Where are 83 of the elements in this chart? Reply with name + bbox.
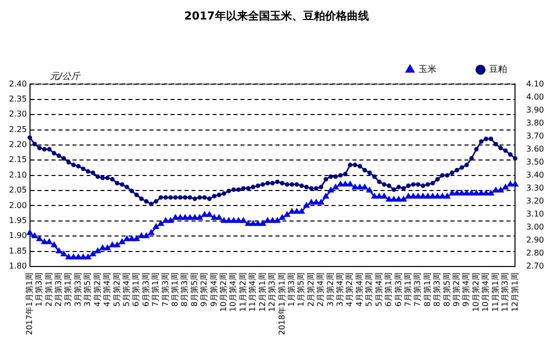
x-tick-label: 10月第4周 xyxy=(481,272,490,312)
x-tick-label: 7月第1周 xyxy=(151,272,160,307)
y2-tick-label: 3.80 xyxy=(526,118,544,128)
x-tick-label: 8月第5周 xyxy=(442,272,452,307)
y-tick-label: 2.05 xyxy=(9,186,27,195)
x-tick-label: 8月第3周 xyxy=(180,272,190,307)
y2-tick-label: 3.20 xyxy=(526,196,544,206)
x-tick-label: 3月第3周 xyxy=(73,272,82,307)
y-tick-label: 2.40 xyxy=(9,79,27,88)
y-tick-label: 2.30 xyxy=(9,110,27,119)
x-tick-label: 11月第2周 xyxy=(238,272,248,312)
x-tick-label: 10月第4周 xyxy=(228,272,238,312)
x-tick-label: 9月第4周 xyxy=(462,272,471,307)
x-tick-label: 5月第2周 xyxy=(112,272,122,307)
y2-tick-label: 3.10 xyxy=(526,209,544,218)
y-tick-label: 1.95 xyxy=(9,216,27,225)
x-tick-label: 6月第1周 xyxy=(384,272,394,307)
x-tick-label: 12月第1周 xyxy=(510,272,520,312)
x-tick-label: 4月第4周 xyxy=(102,272,112,307)
x-tick-label: 7月第3周 xyxy=(413,272,422,307)
y-tick-label: 2.10 xyxy=(9,170,27,180)
x-tick-label: 3月第5周 xyxy=(83,272,92,307)
y2-tick-label: 3.60 xyxy=(526,144,544,154)
y2-tick-label: 3.00 xyxy=(526,222,544,232)
x-tick-label: 5月第4周 xyxy=(374,272,384,307)
x-tick-label: 2月第1周 xyxy=(44,272,54,307)
x-tick-label: 6月第3周 xyxy=(141,272,150,307)
legend-label: 玉米 xyxy=(418,64,436,76)
y2-tick-label: 2.70 xyxy=(526,262,544,271)
x-tick-label: 12月第1周 xyxy=(258,272,267,312)
x-tick-label: 4月第2周 xyxy=(92,272,102,307)
y-tick-label: 2.25 xyxy=(9,124,27,134)
x-tick-label: 8月第3周 xyxy=(432,272,442,307)
y2-tick-label: 2.90 xyxy=(526,236,544,244)
legend-label: 豆粕 xyxy=(489,64,507,76)
y-tick-label: 2.35 xyxy=(9,94,27,104)
x-tick-label: 11月第4周 xyxy=(248,272,258,312)
x-tick-label: 7月第1周 xyxy=(403,272,412,307)
x-tick-label: 8月第1周 xyxy=(422,272,432,307)
y-tick-label: 1.90 xyxy=(9,231,27,240)
x-tick-label: 1月第3周 xyxy=(34,272,44,307)
x-tick-label: 10月第2周 xyxy=(219,272,228,312)
y-axis-title: 元/公斤 xyxy=(50,71,81,82)
y2-tick-label: 3.50 xyxy=(526,157,544,166)
x-tick-label: 2018年1月第1周 xyxy=(277,272,286,336)
y2-tick-label: 3.30 xyxy=(526,183,544,192)
x-tick-label: 3月第2周 xyxy=(326,272,335,307)
y2-tick-label: 3.90 xyxy=(526,105,544,114)
x-tick-label: 4月第4周 xyxy=(354,272,364,307)
x-tick-label: 8月第1周 xyxy=(170,272,180,307)
x-tick-label: 6月第1周 xyxy=(132,272,141,307)
x-tick-label: 2017年1月第1周 xyxy=(24,272,34,336)
x-tick-label: 7月第3周 xyxy=(160,272,170,307)
x-tick-label: 1月第3周 xyxy=(286,272,296,307)
x-tick-label: 10月第2周 xyxy=(471,272,480,312)
y2-tick-label: 3.40 xyxy=(526,170,544,180)
x-tick-label: 3月第4周 xyxy=(336,272,345,307)
y-tick-label: 2.00 xyxy=(9,200,27,210)
x-tick-label: 5月第4周 xyxy=(122,272,131,307)
y-tick-label: 2.15 xyxy=(9,155,27,164)
y-tick-label: 1.80 xyxy=(9,262,27,271)
x-tick-label: 6月第3周 xyxy=(394,272,403,307)
x-tick-label: 9月第2周 xyxy=(452,272,462,307)
x-tick-label: 12月第3周 xyxy=(268,272,277,312)
x-tick-label: 11月第3周 xyxy=(500,272,510,312)
y2-tick-label: 4.10 xyxy=(526,79,544,88)
x-tick-label: 2月第2周 xyxy=(306,272,316,307)
y-tick-label: 2.20 xyxy=(9,140,27,150)
x-tick-label: 9月第2周 xyxy=(200,272,209,307)
y-tick-label: 1.85 xyxy=(9,246,27,256)
y2-tick-label: 3.70 xyxy=(526,131,544,140)
chart-title: 2017年以来全国玉米、豆粕价格曲线 xyxy=(184,9,369,22)
x-tick-label: 9月第4周 xyxy=(209,272,218,307)
x-tick-label: 2月第4周 xyxy=(316,272,326,307)
x-tick-label: 1月第5周 xyxy=(296,272,306,307)
x-tick-label: 11月第1周 xyxy=(490,272,500,312)
x-tick-label: 5月第2周 xyxy=(364,272,374,307)
x-tick-label: 8月第5周 xyxy=(190,272,199,307)
x-tick-label: 4月第2周 xyxy=(345,272,354,307)
x-tick-label: 2月第3周 xyxy=(54,272,64,307)
y2-tick-label: 4.00 xyxy=(526,92,544,102)
x-tick-label: 3月第1周 xyxy=(64,272,73,307)
y2-tick-label: 2.80 xyxy=(526,248,544,258)
